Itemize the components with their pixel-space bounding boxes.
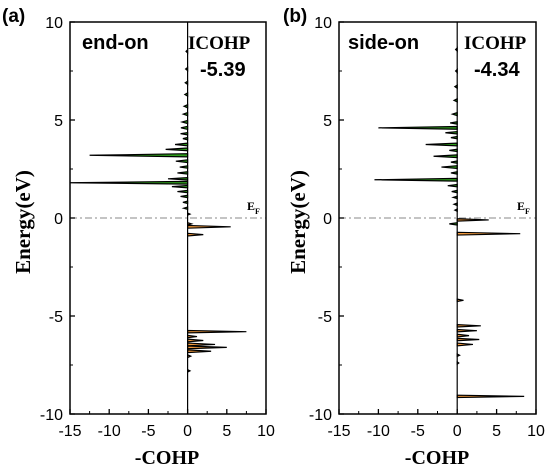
y-tick-label: 10 — [314, 15, 332, 32]
x-tick-label: 5 — [222, 423, 231, 440]
cohp-peak — [69, 180, 189, 185]
cohp-peak — [450, 135, 458, 140]
cohp-peak — [456, 298, 464, 303]
x-tick-label: 10 — [527, 423, 545, 440]
cohp-peak — [182, 136, 189, 141]
cohp-peak — [450, 160, 458, 165]
cohp-peak — [456, 394, 525, 399]
panel-label-a: (a) — [2, 6, 25, 27]
x-axis-label: -COHP — [135, 447, 199, 469]
cohp-peak — [177, 171, 189, 175]
panel-side-on: (b) Energy(eV) side-on ICOHP -4.34 EF -C… — [283, 6, 545, 469]
cohp-peak — [187, 232, 204, 237]
x-tick-label: -5 — [141, 423, 155, 440]
y-axis-label: Energy(eV) — [11, 170, 35, 274]
cohp-peak — [182, 200, 189, 205]
cohp-peak — [165, 147, 189, 152]
svg-text:EF: EF — [517, 199, 530, 216]
cohp-peak — [180, 194, 189, 199]
cohp-peak — [180, 125, 189, 131]
fermi-label-sub: F — [255, 207, 260, 216]
cohp-peak — [187, 224, 231, 229]
cohp-peak — [374, 177, 458, 182]
y-tick-label: -10 — [40, 407, 63, 424]
panel-title-end-on: end-on — [82, 32, 149, 54]
cohp-peak — [449, 222, 458, 226]
panel-end-on: (a) Energy(eV) end-on ICOHP -5.39 EF -CO… — [2, 6, 275, 469]
x-axis-label: -COHP — [405, 447, 469, 469]
x-tick-label: 10 — [257, 423, 275, 440]
icohp-label: ICOHP — [464, 33, 527, 54]
cohp-peak — [187, 345, 227, 350]
y-axis-label: Energy(eV) — [286, 170, 310, 274]
cohp-peak — [171, 184, 189, 189]
cohp-peak — [441, 165, 458, 170]
x-tick-label: -10 — [367, 423, 390, 440]
cohp-peak — [450, 111, 458, 117]
fermi-label-E: E — [247, 199, 255, 213]
cohp-peak — [433, 154, 458, 159]
cohp-peak — [181, 111, 189, 117]
cohp-peak — [456, 337, 480, 342]
cohp-peak — [456, 333, 470, 338]
x-tick-label: -15 — [327, 423, 350, 440]
y-tick-label: 5 — [54, 113, 63, 130]
fermi-label-E: E — [517, 199, 525, 213]
y-tick-label: 0 — [323, 211, 332, 228]
cohp-peak — [187, 329, 247, 334]
cohp-peak — [179, 119, 189, 125]
fermi-level-label: EF — [517, 199, 530, 216]
cohp-peak — [177, 189, 189, 194]
svg-text:EF: EF — [247, 199, 260, 216]
fermi-label-sub: F — [525, 207, 530, 216]
y-tick-label: -5 — [318, 309, 332, 326]
cohp-peak — [187, 349, 212, 354]
cohp-peak — [174, 142, 189, 147]
cohp-peak — [425, 142, 458, 147]
x-tick-label: 0 — [183, 423, 192, 440]
cohp-peak — [179, 165, 189, 169]
cohp-peak — [449, 148, 458, 153]
panel-title-side-on: side-on — [348, 32, 419, 54]
cohp-peak — [456, 323, 481, 328]
x-tick-label: -5 — [411, 423, 425, 440]
cohp-peak — [175, 159, 189, 164]
icohp-value: -5.39 — [200, 59, 246, 81]
x-tick-label: 0 — [453, 423, 462, 440]
cohp-peak — [456, 342, 474, 347]
cohp-peak — [187, 334, 198, 339]
cohp-peak — [167, 176, 189, 181]
y-tick-label: -10 — [309, 407, 332, 424]
fermi-level-label: EF — [247, 199, 260, 216]
cohp-peak — [451, 189, 458, 194]
y-tick-label: -5 — [49, 309, 63, 326]
x-tick-label: -15 — [58, 423, 81, 440]
x-tick-label: 5 — [492, 423, 501, 440]
y-tick-label: 0 — [54, 211, 63, 228]
panel-label-b: (b) — [283, 6, 307, 27]
cohp-peak — [456, 231, 521, 236]
cohp-peak — [450, 121, 458, 125]
cohp-peak — [187, 342, 216, 347]
cohp-peak — [378, 125, 458, 130]
y-tick-label: 5 — [323, 113, 332, 130]
cohp-peak — [456, 218, 489, 222]
y-tick-label: 10 — [45, 15, 63, 32]
icohp-label: ICOHP — [188, 33, 251, 54]
cohp-peak — [447, 183, 458, 188]
x-tick-label: -10 — [98, 423, 121, 440]
cohp-peak — [187, 338, 204, 343]
cohp-peak — [180, 131, 189, 136]
cohp-peak — [456, 328, 477, 333]
cohp-peak — [450, 171, 458, 175]
cohp-peak — [89, 153, 189, 158]
cohp-peak — [445, 130, 458, 135]
icohp-value: -4.34 — [474, 59, 520, 81]
